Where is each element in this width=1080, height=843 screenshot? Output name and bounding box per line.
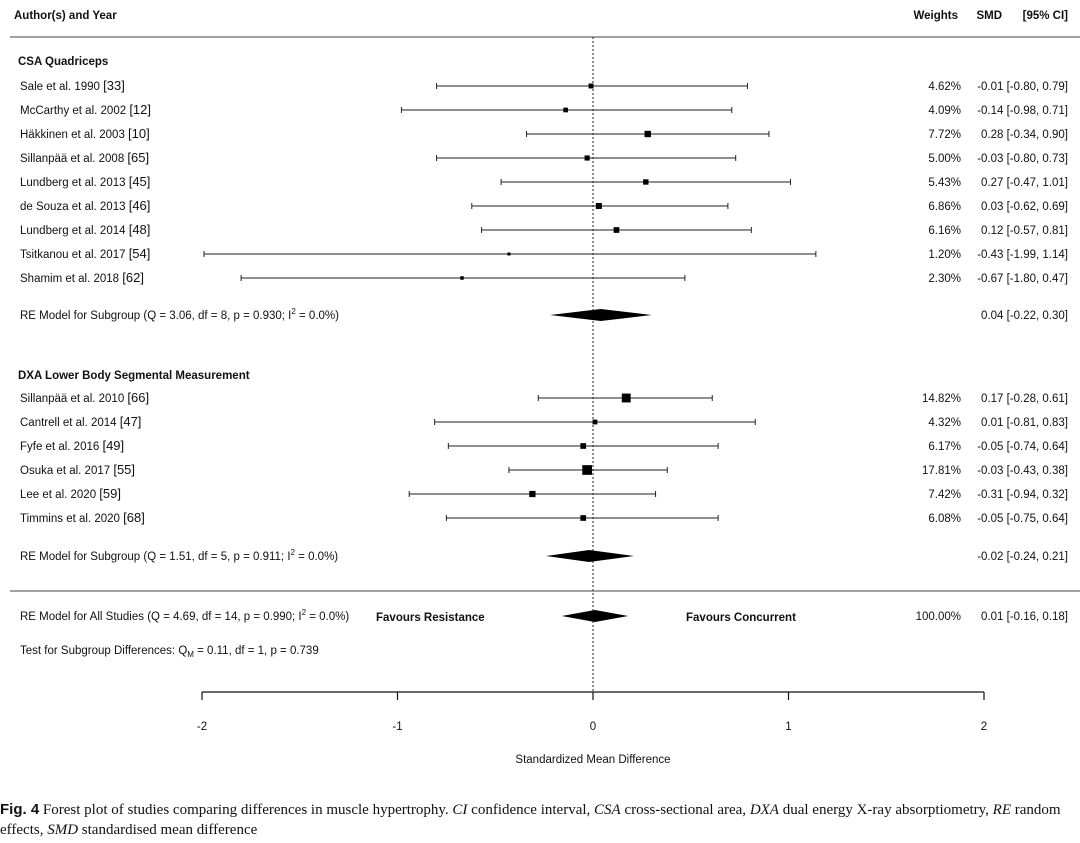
study-row-9-smd-ci: 0.17 [-0.28, 0.61] <box>981 393 1068 405</box>
study-row-0-name: Sale et al. 1990 [33] <box>20 78 125 93</box>
study-row-7-smd-ci: -0.43 [-1.99, 1.14] <box>977 249 1068 261</box>
study-row-9-name: Sillanpää et al. 2010 [66] <box>20 390 149 405</box>
study-row-8-name: Shamim et al. 2018 [62] <box>20 270 144 285</box>
study-row-3-point <box>584 155 590 161</box>
study-row-14-smd-ci: -0.05 [-0.75, 0.64] <box>977 513 1068 525</box>
study-row-13-point <box>529 490 536 498</box>
study-row-2-name: Häkkinen et al. 2003 [10] <box>20 126 150 141</box>
overall-weight: 100.00% <box>916 611 961 623</box>
study-row-11-weight: 6.17% <box>928 441 961 453</box>
figure-label: Fig. 4 <box>0 801 40 818</box>
caption-term-dxa: DXA <box>749 802 779 818</box>
subgroup-model-label-1: RE Model for Subgroup (Q = 3.06, df = 8,… <box>20 307 339 322</box>
study-row-5-point <box>595 202 602 210</box>
forest-plot: Author(s) and Year Weights SMD [95% CI] CSA … <box>10 10 1080 766</box>
study-row-5-weight: 6.86% <box>928 201 961 213</box>
x-tick-label-4: 2 <box>981 721 987 733</box>
caption-def-dxa: dual energy X-ray absorptiometry, <box>778 802 993 818</box>
study-row-12-smd-ci: -0.03 [-0.43, 0.38] <box>977 465 1068 477</box>
study-row-6-weight: 6.16% <box>928 225 961 237</box>
study-row-8-smd-ci: -0.67 [-1.80, 0.47] <box>977 273 1068 285</box>
study-row-13-smd-ci: -0.31 [-0.94, 0.32] <box>977 489 1068 501</box>
subgroup-diamond-1 <box>549 309 652 321</box>
study-row-1-smd-ci: -0.14 [-0.98, 0.71] <box>977 105 1068 117</box>
study-row-2-smd-ci: 0.28 [-0.34, 0.90] <box>981 129 1068 141</box>
study-row-5-name: de Souza et al. 2013 [46] <box>20 198 150 213</box>
study-row-7-name: Tsitkanou et al. 2017 [54] <box>20 246 150 261</box>
x-tick-label-1: -1 <box>392 721 402 733</box>
study-row-4-name: Lundberg et al. 2013 [45] <box>20 174 150 189</box>
overall-ci: 0.01 [-0.16, 0.18] <box>981 611 1068 623</box>
study-row-4-smd-ci: 0.27 [-0.47, 1.01] <box>981 177 1068 189</box>
study-row-14-weight: 6.08% <box>928 513 961 525</box>
caption-term-csa: CSA <box>594 802 621 818</box>
header-ci: [95% CI] <box>1023 10 1069 22</box>
study-row-13-weight: 7.42% <box>928 489 961 501</box>
caption-term-ci: CI <box>452 802 468 818</box>
study-row-1-name: McCarthy et al. 2002 [12] <box>20 102 151 117</box>
study-row-9-point <box>621 393 631 403</box>
favours-right-label: Favours Concurrent <box>686 612 796 624</box>
overall-diamond <box>561 610 629 622</box>
study-row-14-name: Timmins et al. 2020 [68] <box>20 510 145 525</box>
study-row-8-point <box>460 276 464 280</box>
subgroup-test-label: Test for Subgroup Differences: QM = 0.11… <box>20 645 319 659</box>
study-row-0-point <box>588 83 594 89</box>
subgroup-diamond-2 <box>546 550 635 562</box>
study-row-7-point <box>507 252 511 256</box>
overall-model-label: RE Model for All Studies (Q = 4.69, df =… <box>20 608 349 623</box>
caption-term-re: RE <box>992 802 1011 818</box>
favours-left-label: Favours Resistance <box>376 612 485 624</box>
study-row-6-point <box>613 227 620 233</box>
study-row-13-name: Lee et al. 2020 [59] <box>20 486 121 501</box>
study-row-10-weight: 4.32% <box>928 417 961 429</box>
study-row-4-weight: 5.43% <box>928 177 961 189</box>
caption-term-smd: SMD <box>47 822 79 838</box>
study-row-3-weight: 5.00% <box>928 153 961 165</box>
study-row-11-smd-ci: -0.05 [-0.74, 0.64] <box>977 441 1068 453</box>
caption-def-smd: standardised mean difference <box>78 822 258 838</box>
header-study: Author(s) and Year <box>14 10 117 22</box>
x-axis-title: Standardized Mean Difference <box>515 754 670 766</box>
study-row-12-weight: 17.81% <box>922 465 961 477</box>
x-tick-label-2: 0 <box>590 721 596 733</box>
header-smd: SMD <box>976 10 1002 22</box>
study-row-9-weight: 14.82% <box>922 393 961 405</box>
caption-def-re: random effects, <box>0 802 1061 838</box>
x-tick-label-0: -2 <box>197 721 207 733</box>
study-row-12-point <box>582 465 592 475</box>
header-weights: Weights <box>913 10 958 22</box>
study-row-7-weight: 1.20% <box>928 249 961 261</box>
study-row-5-smd-ci: 0.03 [-0.62, 0.69] <box>981 201 1068 213</box>
study-row-2-point <box>644 130 651 138</box>
study-row-10-smd-ci: 0.01 [-0.81, 0.83] <box>981 417 1068 429</box>
subgroup-model-label-2: RE Model for Subgroup (Q = 1.51, df = 5,… <box>20 548 338 563</box>
study-row-11-name: Fyfe et al. 2016 [49] <box>20 438 124 453</box>
study-row-3-name: Sillanpää et al. 2008 [65] <box>20 150 149 165</box>
subgroup-model-ci-2: -0.02 [-0.24, 0.21] <box>977 551 1068 563</box>
study-row-6-name: Lundberg et al. 2014 [48] <box>20 222 150 237</box>
caption-def-csa: cross-sectional area, <box>620 802 750 818</box>
study-row-2-weight: 7.72% <box>928 129 961 141</box>
study-row-0-smd-ci: -0.01 [-0.80, 0.79] <box>977 81 1068 93</box>
study-row-11-point <box>580 443 587 449</box>
study-row-0-weight: 4.62% <box>928 81 961 93</box>
study-row-12-name: Osuka et al. 2017 [55] <box>20 462 135 477</box>
study-row-6-smd-ci: 0.12 [-0.57, 0.81] <box>981 225 1068 237</box>
study-row-14-point <box>580 515 587 521</box>
subgroup-model-ci-1: 0.04 [-0.22, 0.30] <box>981 310 1068 322</box>
study-row-3-smd-ci: -0.03 [-0.80, 0.73] <box>977 153 1068 165</box>
figure-caption: Fig. 4 Forest plot of studies comparing … <box>0 800 1080 840</box>
x-tick-label-3: 1 <box>785 721 791 733</box>
study-row-4-point <box>643 179 649 185</box>
study-row-8-weight: 2.30% <box>928 273 961 285</box>
study-row-1-weight: 4.09% <box>928 105 961 117</box>
study-row-10-name: Cantrell et al. 2014 [47] <box>20 414 141 429</box>
subgroup-title-2: DXA Lower Body Segmental Measurement <box>18 370 250 382</box>
study-row-1-point <box>563 107 568 113</box>
subgroup-title-1: CSA Quadriceps <box>18 56 108 68</box>
caption-def-ci: confidence interval, <box>467 802 595 818</box>
caption-text-intro: Forest plot of studies comparing differe… <box>39 802 453 818</box>
study-row-10-point <box>592 419 598 425</box>
